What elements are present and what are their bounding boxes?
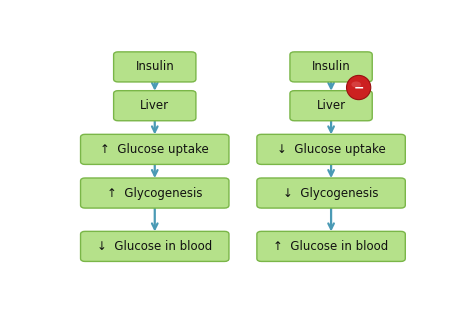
Text: Insulin: Insulin bbox=[136, 60, 174, 73]
Text: −: − bbox=[354, 81, 364, 94]
FancyBboxPatch shape bbox=[81, 134, 229, 164]
FancyBboxPatch shape bbox=[81, 231, 229, 261]
Text: Insulin: Insulin bbox=[312, 60, 350, 73]
Text: Liver: Liver bbox=[140, 99, 169, 112]
Text: ↑  Glucose uptake: ↑ Glucose uptake bbox=[100, 143, 209, 156]
FancyBboxPatch shape bbox=[114, 52, 196, 82]
FancyBboxPatch shape bbox=[257, 134, 405, 164]
FancyBboxPatch shape bbox=[81, 178, 229, 208]
Text: ↑  Glucose in blood: ↑ Glucose in blood bbox=[273, 240, 389, 253]
FancyBboxPatch shape bbox=[257, 178, 405, 208]
FancyBboxPatch shape bbox=[290, 52, 372, 82]
Text: ↓  Glucose uptake: ↓ Glucose uptake bbox=[277, 143, 385, 156]
Ellipse shape bbox=[351, 82, 361, 88]
Text: ↓  Glycogenesis: ↓ Glycogenesis bbox=[283, 186, 379, 199]
Text: Liver: Liver bbox=[317, 99, 346, 112]
Ellipse shape bbox=[346, 75, 371, 100]
FancyBboxPatch shape bbox=[290, 91, 372, 121]
Text: ↑  Glycogenesis: ↑ Glycogenesis bbox=[107, 186, 202, 199]
Text: ↓  Glucose in blood: ↓ Glucose in blood bbox=[97, 240, 212, 253]
FancyBboxPatch shape bbox=[257, 231, 405, 261]
FancyBboxPatch shape bbox=[114, 91, 196, 121]
